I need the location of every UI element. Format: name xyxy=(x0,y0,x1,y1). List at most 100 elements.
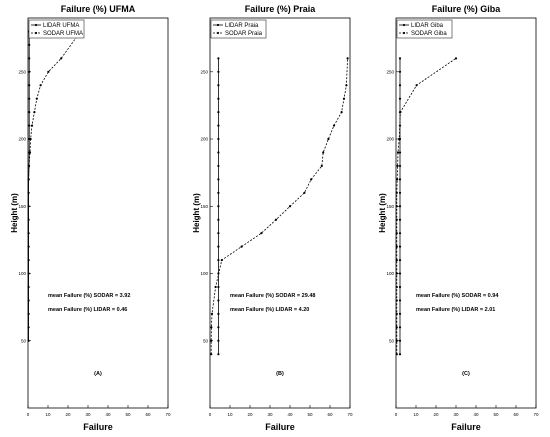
data-point xyxy=(398,178,402,181)
data-point xyxy=(217,137,220,141)
data-point xyxy=(240,245,243,248)
series-2 xyxy=(27,30,82,181)
data-point xyxy=(327,137,330,141)
y-tick-label: 200 xyxy=(200,137,208,142)
data-point xyxy=(217,326,220,329)
data-point xyxy=(210,339,213,342)
data-point xyxy=(47,70,50,73)
data-point xyxy=(342,97,346,100)
plot-frame xyxy=(27,17,169,409)
data-point xyxy=(398,258,402,262)
data-point xyxy=(28,151,32,154)
series-2 xyxy=(210,57,349,356)
legend-marker xyxy=(216,23,220,27)
data-point xyxy=(396,164,399,168)
data-point xyxy=(27,205,30,208)
data-point xyxy=(217,191,220,194)
data-point xyxy=(345,84,348,87)
chart-panel-2: 0 10 20 30 40 50 60 70 50 100 150 200 250 Failure (%)… xyxy=(192,4,353,432)
data-point xyxy=(398,70,402,73)
data-point xyxy=(30,124,34,127)
data-point xyxy=(395,312,398,315)
data-point xyxy=(398,245,402,248)
x-tick-label: 50 xyxy=(125,412,131,417)
y-tick-label: 250 xyxy=(386,69,394,74)
data-point xyxy=(398,205,402,208)
legend-marker xyxy=(216,31,220,35)
data-point xyxy=(395,353,398,356)
data-point xyxy=(217,151,220,154)
data-point xyxy=(217,353,220,356)
x-tick-label: 70 xyxy=(533,412,539,417)
data-point xyxy=(395,191,398,194)
series-1 xyxy=(217,57,220,356)
x-tick-label: 10 xyxy=(45,412,51,417)
data-point xyxy=(33,111,36,114)
data-point xyxy=(27,245,30,248)
data-point xyxy=(217,84,220,87)
chart-panel-3: 0 10 20 30 40 50 60 70 50 100 150 200 250 Failure (%)… xyxy=(378,4,539,432)
x-tick-label: 40 xyxy=(287,412,293,417)
x-tick-label: 40 xyxy=(473,412,479,417)
series-2 xyxy=(395,57,458,356)
data-point xyxy=(398,232,402,235)
legend-label: LIDAR UFMA xyxy=(43,23,79,29)
annotation: mean Failure (%) LIDAR = 0.46 xyxy=(48,307,127,313)
y-axis-label: Height (m) xyxy=(378,193,387,233)
x-tick-label: 70 xyxy=(165,412,171,417)
data-point xyxy=(217,218,220,221)
y-axis-label: Height (m) xyxy=(10,193,19,233)
x-tick-label: 60 xyxy=(327,412,333,417)
data-point xyxy=(398,299,402,302)
data-point xyxy=(27,232,30,235)
data-point xyxy=(288,205,292,208)
data-point xyxy=(210,326,213,329)
data-point xyxy=(217,245,220,248)
panel-label: (B) xyxy=(276,371,284,377)
data-point xyxy=(60,57,63,60)
y-tick-label: 50 xyxy=(21,338,27,343)
chart-title: Failure (%) Praia xyxy=(245,4,317,14)
data-point xyxy=(217,70,220,73)
x-tick-label: 60 xyxy=(145,412,151,417)
data-point xyxy=(27,326,30,329)
data-point xyxy=(398,137,401,141)
data-point xyxy=(303,191,306,194)
x-tick-label: 0 xyxy=(27,412,30,417)
series-line xyxy=(28,31,30,341)
y-tick-label: 250 xyxy=(18,69,26,74)
data-point xyxy=(27,178,30,181)
data-point xyxy=(398,326,402,329)
y-tick-label: 100 xyxy=(18,271,26,276)
legend-label: LIDAR Praia xyxy=(225,23,259,29)
y-axis-label: Height (m) xyxy=(192,193,201,233)
legend-marker xyxy=(34,31,38,35)
data-point xyxy=(346,57,349,60)
data-point xyxy=(398,218,402,221)
y-tick-label: 100 xyxy=(200,271,208,276)
legend-box xyxy=(396,19,453,39)
data-point xyxy=(395,272,398,275)
data-point xyxy=(398,191,402,194)
series-1 xyxy=(398,57,402,356)
data-point xyxy=(399,111,402,114)
x-tick-label: 0 xyxy=(395,412,398,417)
data-point xyxy=(27,285,30,289)
data-point xyxy=(217,178,220,181)
x-axis-label: Failure xyxy=(265,422,295,432)
x-tick-label: 50 xyxy=(307,412,313,417)
data-point xyxy=(28,84,31,87)
x-axis-label: Failure xyxy=(83,422,113,432)
data-point xyxy=(217,312,220,315)
data-point xyxy=(217,205,220,208)
panel-label: (A) xyxy=(94,371,102,377)
data-point xyxy=(395,232,398,235)
x-tick-label: 30 xyxy=(267,412,273,417)
data-point xyxy=(398,339,402,342)
data-point xyxy=(217,111,220,114)
data-point xyxy=(322,151,325,154)
series-line xyxy=(28,31,81,180)
y-tick-label: 50 xyxy=(203,338,209,343)
data-point xyxy=(27,258,30,262)
